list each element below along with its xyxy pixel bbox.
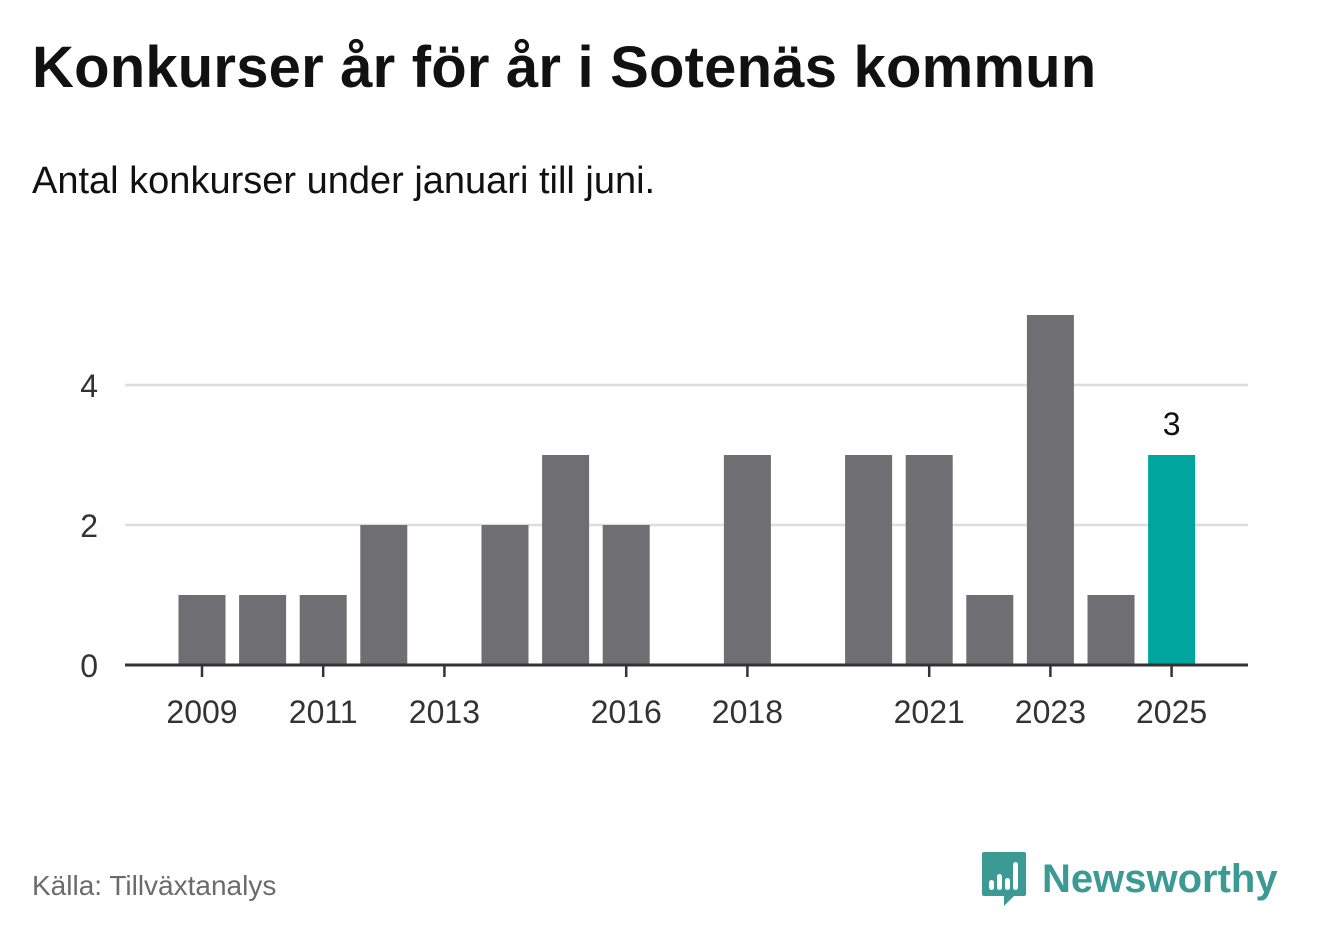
x-tick-label-2025: 2025 xyxy=(1136,694,1207,730)
brand-logo[interactable]: Newsworthy xyxy=(980,850,1278,908)
bar-value-label-2025: 3 xyxy=(1163,406,1181,442)
x-tick-label-2023: 2023 xyxy=(1015,694,1086,730)
x-tick-label-2013: 2013 xyxy=(409,694,480,730)
bar-2024 xyxy=(1087,595,1135,665)
axes xyxy=(125,663,1248,677)
y-tick-label-4: 4 xyxy=(80,368,98,404)
x-tick-label-2009: 2009 xyxy=(166,694,237,730)
source-note: Källa: Tillväxtanalys xyxy=(32,870,277,901)
bar-2010 xyxy=(239,595,287,665)
bar-2020 xyxy=(845,455,893,665)
bar-2023 xyxy=(1026,315,1074,665)
grid-lines xyxy=(125,383,1248,527)
bar-2022 xyxy=(966,595,1014,665)
x-tick-label-2011: 2011 xyxy=(289,694,358,730)
bars xyxy=(178,315,1196,665)
bar-2018 xyxy=(723,455,771,665)
x-tick-label-2021: 2021 xyxy=(894,694,965,730)
brand-name: Newsworthy xyxy=(1042,856,1278,901)
x-tick-label-2016: 2016 xyxy=(591,694,662,730)
x-tick-label-2018: 2018 xyxy=(712,694,783,730)
chart-subtitle: Antal konkurser under januari till juni. xyxy=(32,160,656,202)
labels: 0 2 4 3 2009 2011 2013 2016 2018 2021 2023 2025 xyxy=(80,368,1207,730)
bar-2021 xyxy=(905,455,953,665)
newsworthy-logo-icon xyxy=(982,852,1026,906)
y-tick-label-2: 2 xyxy=(80,508,98,544)
bar-2014 xyxy=(481,525,529,665)
bar-2009 xyxy=(178,595,226,665)
bar-2012 xyxy=(360,525,408,665)
bar-2016 xyxy=(602,525,650,665)
bar-2025 xyxy=(1148,455,1196,665)
chart-title: Konkurser år för år i Sotenäs kommun xyxy=(32,35,1097,100)
bar-2011 xyxy=(299,595,347,665)
bar-2015 xyxy=(542,455,590,665)
y-tick-label-0: 0 xyxy=(80,648,98,684)
